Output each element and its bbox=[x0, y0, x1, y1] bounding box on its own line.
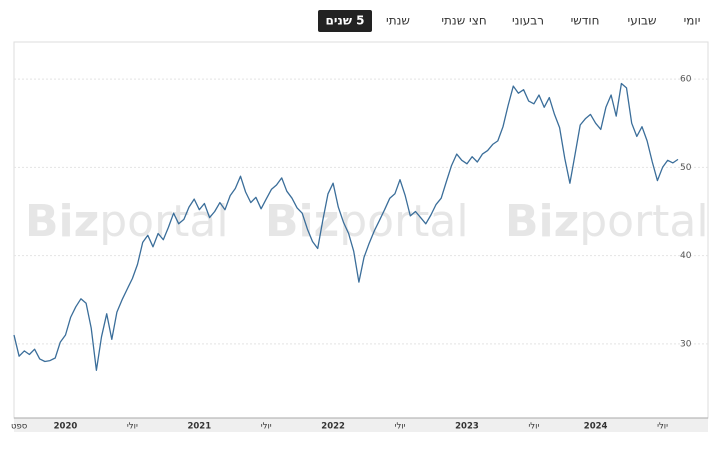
x-tick-label: יולי bbox=[127, 422, 138, 432]
tab[interactable]: 5 שנים bbox=[326, 14, 365, 28]
x-axis-band bbox=[14, 418, 708, 432]
y-tick-label: 60 bbox=[680, 75, 692, 85]
x-tick-label: יולי bbox=[528, 422, 539, 432]
y-tick-label: 40 bbox=[680, 251, 692, 261]
x-tick-label: 2024 bbox=[584, 422, 608, 432]
y-tick-label: 30 bbox=[680, 339, 692, 349]
watermark-bold: Biz bbox=[505, 196, 579, 247]
tab[interactable]: רבעוני bbox=[512, 14, 544, 28]
x-tick-label: יולי bbox=[657, 422, 668, 432]
watermark-light: portal bbox=[579, 196, 708, 247]
y-tick-label: 50 bbox=[680, 163, 692, 173]
tab[interactable]: חצי שנתי bbox=[441, 14, 486, 28]
x-tick-label: 2020 bbox=[54, 422, 78, 432]
watermark-bold: Biz bbox=[25, 196, 99, 247]
x-tick-label: ספט bbox=[11, 422, 28, 432]
tab[interactable]: שבועי bbox=[628, 14, 657, 28]
tab[interactable]: חודשי bbox=[571, 14, 600, 28]
watermark: Bizportal bbox=[505, 196, 709, 247]
tab-active-bg bbox=[318, 10, 372, 32]
tab[interactable]: יומי bbox=[684, 14, 701, 28]
watermark: Bizportal bbox=[265, 196, 469, 247]
watermark: Bizportal bbox=[25, 196, 229, 247]
watermark-light: portal bbox=[339, 196, 468, 247]
tab[interactable]: שנתי bbox=[386, 14, 410, 28]
price-line bbox=[13, 82, 679, 371]
x-tick-label: 2021 bbox=[187, 422, 211, 432]
x-tick-label: 2023 bbox=[455, 422, 479, 432]
watermark-bold: Biz bbox=[265, 196, 339, 247]
x-tick-label: 2022 bbox=[321, 422, 345, 432]
x-tick-label: יולי bbox=[261, 422, 272, 432]
x-tick-label: יולי bbox=[395, 422, 406, 432]
